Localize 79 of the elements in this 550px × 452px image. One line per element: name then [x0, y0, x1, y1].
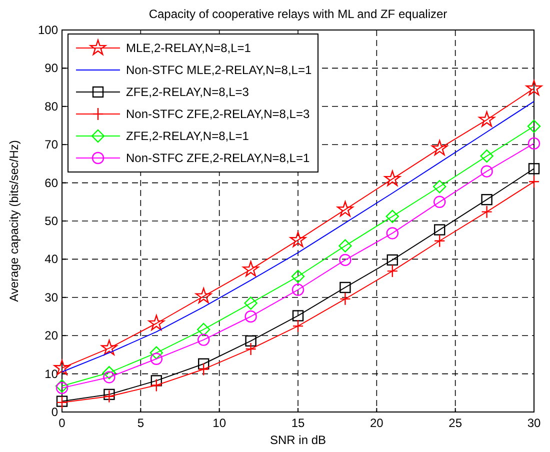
point [150, 352, 162, 365]
y-tick-label: 70 [44, 138, 58, 152]
point [195, 288, 212, 304]
point [104, 388, 115, 400]
legend-label: Non-STFC ZFE,2-RELAY,N=8,L=1 [126, 151, 310, 165]
y-tick-label: 30 [44, 290, 58, 304]
point [150, 378, 162, 392]
point [242, 261, 259, 277]
point [337, 201, 354, 217]
x-axis-title: SNR in dB [270, 433, 326, 447]
point [384, 170, 401, 186]
point [528, 163, 540, 174]
point [338, 239, 352, 252]
point [56, 382, 68, 394]
point [150, 375, 162, 386]
point [386, 210, 399, 224]
point [339, 254, 352, 266]
legend-label: ZFE,2-RELAY,N=8,L=1 [126, 129, 250, 143]
point [527, 120, 541, 133]
point [245, 342, 256, 356]
point [434, 234, 446, 248]
y-tick-label: 100 [38, 23, 58, 37]
point [292, 319, 304, 333]
y-tick-label: 90 [44, 61, 58, 76]
point [386, 227, 398, 240]
point [434, 224, 446, 236]
y-tick-label: 40 [44, 252, 58, 266]
y-tick-label: 60 [44, 176, 58, 190]
legend-label: Non-STFC ZFE,2-RELAY,N=8,L=3 [126, 107, 310, 121]
point [528, 137, 540, 150]
legend-label: MLE,2-RELAY,N=8,L=1 [126, 41, 252, 55]
y-tick-label: 80 [44, 99, 58, 114]
point [197, 322, 210, 336]
point [103, 371, 116, 384]
point [244, 310, 257, 323]
point [56, 396, 68, 410]
point [526, 80, 542, 96]
point [478, 111, 495, 127]
x-tick-label: 20 [370, 416, 384, 430]
point [291, 270, 305, 283]
y-tick-label: 0 [51, 405, 58, 419]
x-tick-label: 30 [527, 416, 541, 430]
point [290, 232, 306, 248]
point [480, 165, 493, 178]
point [55, 379, 69, 393]
legend-label: ZFE,2-RELAY,N=8,L=3 [126, 85, 250, 99]
point [292, 310, 304, 322]
x-tick-label: 15 [291, 416, 305, 430]
y-tick-label: 10 [44, 366, 58, 381]
chart-title: Capacity of cooperative relays with ML and ZF equalizer [148, 7, 448, 21]
point [340, 292, 351, 306]
point [433, 180, 446, 194]
point [340, 282, 351, 294]
y-tick-label: 50 [44, 214, 58, 228]
point [431, 140, 448, 156]
point [150, 346, 163, 360]
point [148, 314, 165, 330]
point [101, 340, 118, 356]
point [481, 205, 492, 218]
point [56, 396, 68, 407]
point [480, 149, 494, 163]
point [528, 175, 540, 188]
x-tick-label: 5 [137, 416, 144, 430]
x-tick-label: 25 [448, 416, 462, 430]
point [245, 335, 256, 347]
point [434, 196, 446, 208]
legend-label: Non-STFC MLE,2-RELAY,N=8,L=1 [126, 63, 312, 77]
x-tick-label: 10 [212, 416, 226, 430]
point [386, 254, 398, 266]
y-axis-title: Average capacity (bits/sec/Hz) [7, 140, 21, 302]
point [292, 284, 304, 296]
point [386, 264, 398, 278]
point [481, 194, 492, 206]
point [198, 362, 210, 376]
point [198, 334, 210, 346]
point [244, 296, 258, 310]
point [102, 366, 116, 380]
y-tick-label: 20 [44, 328, 58, 343]
point [104, 390, 115, 403]
